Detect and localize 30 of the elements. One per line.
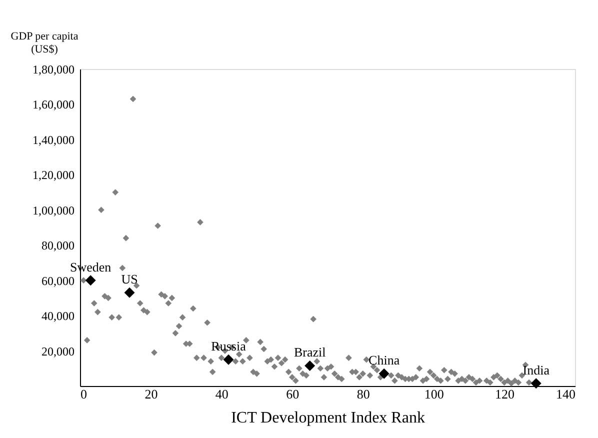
x-tick-label: 140 bbox=[556, 386, 576, 402]
y-tick-label: 1,20,000 bbox=[32, 168, 74, 182]
point bbox=[85, 275, 96, 286]
annotation: Brazil bbox=[294, 344, 326, 360]
y-tick-label: 40,000 bbox=[42, 309, 74, 324]
x-axis-title: ICT Development Index Rank bbox=[231, 410, 425, 426]
y-tick-label: 60,000 bbox=[42, 274, 74, 288]
y-tick-label: 1,80,000 bbox=[32, 62, 74, 76]
y-tick-label: 1,40,000 bbox=[32, 132, 74, 147]
x-tick-label: 20 bbox=[144, 386, 158, 402]
y-tick-label: 1,00,000 bbox=[32, 203, 74, 218]
annotation: India bbox=[522, 362, 550, 378]
annotation: US bbox=[121, 272, 138, 287]
point bbox=[223, 354, 234, 365]
annotation: Russia bbox=[211, 338, 246, 354]
y-axis-title: GDP per capita (US$) bbox=[10, 30, 78, 56]
x-tick-label: 0 bbox=[80, 386, 87, 402]
point bbox=[378, 368, 390, 379]
annotation: China bbox=[368, 352, 400, 368]
point bbox=[124, 287, 135, 298]
y-tick-label: 20,000 bbox=[42, 344, 74, 358]
y-tick-label: 80,000 bbox=[42, 238, 74, 253]
x-tick-label: 80 bbox=[356, 386, 370, 402]
x-tick-label: 60 bbox=[286, 386, 300, 402]
point bbox=[530, 378, 542, 389]
x-tick-label: 40 bbox=[215, 386, 228, 402]
x-tick-label: 100 bbox=[424, 386, 444, 402]
x-tick-label: 120 bbox=[495, 386, 515, 402]
point bbox=[304, 360, 316, 371]
y-tick-label: 1,60,000 bbox=[32, 98, 74, 112]
